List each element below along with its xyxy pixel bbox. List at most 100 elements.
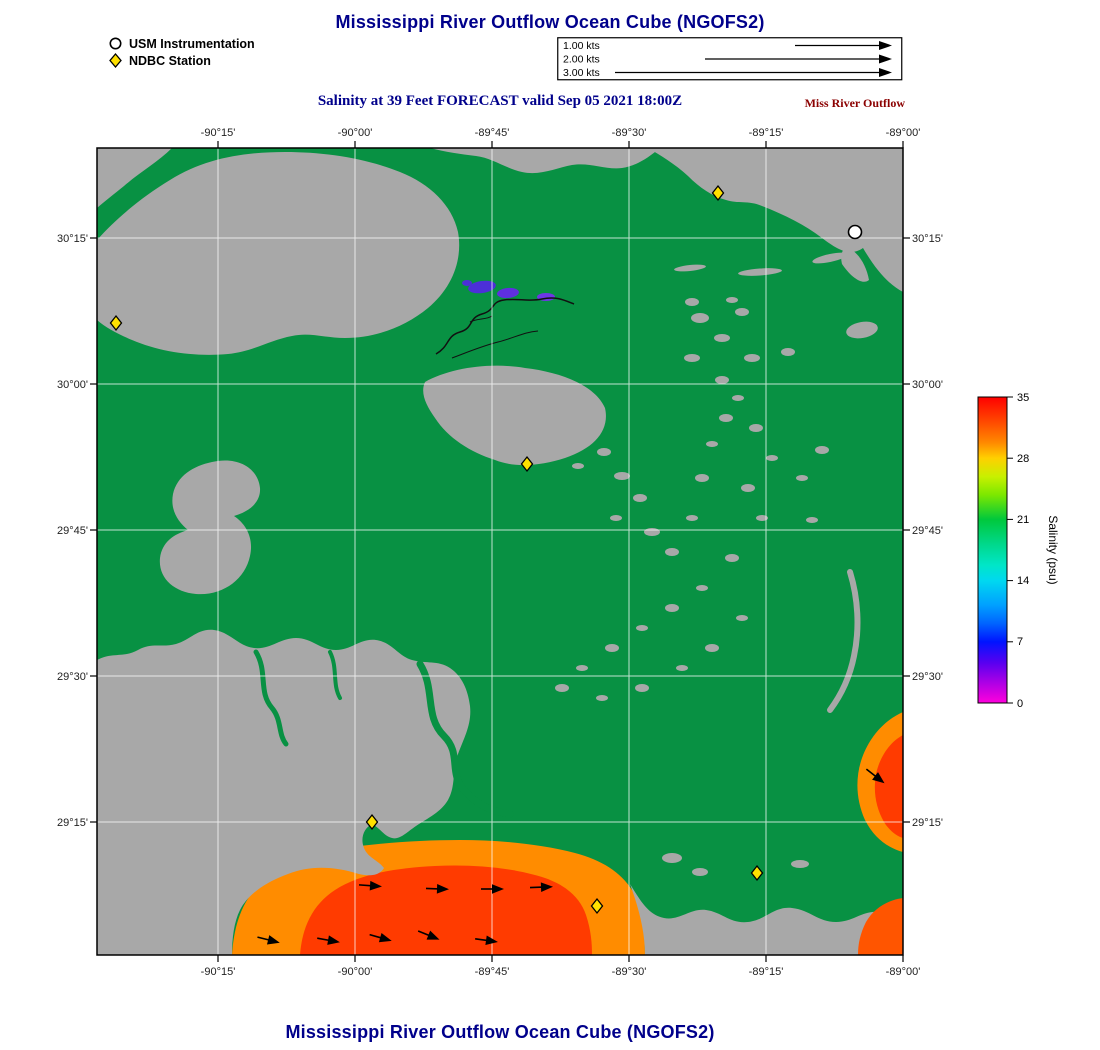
island [576, 665, 588, 671]
colorbar-gradient [977, 396, 1008, 704]
x-tick-label: -89°00' [886, 966, 921, 978]
colorbar-tick-label: 21 [1017, 514, 1029, 526]
island [696, 585, 708, 591]
island [510, 387, 530, 397]
colorbar-tick-label: 28 [1017, 453, 1029, 465]
y-tick-label: 30°00' [912, 379, 943, 391]
ndbc-station-marker [711, 184, 725, 202]
island [815, 446, 829, 454]
island [705, 644, 719, 652]
island [719, 414, 733, 422]
axis-ticks [90, 141, 910, 962]
scale-label-1kt: 1.00 kts [563, 40, 600, 52]
y-tick-label: 29°45' [912, 525, 943, 537]
gulf-intrusion-east-core [874, 735, 903, 838]
island [741, 484, 755, 492]
mississippi-river-channel [416, 660, 514, 818]
island [766, 455, 778, 461]
land-north-shore-strip [430, 148, 660, 174]
x-tick-label: -90°00' [338, 127, 373, 139]
scale-box-border [557, 37, 903, 81]
island [791, 860, 809, 868]
current-arrow [369, 933, 392, 943]
river-outline [469, 315, 493, 323]
ndbc-diamond-icon [109, 53, 122, 68]
usm-circle-icon [109, 37, 122, 50]
island [735, 308, 749, 316]
map-frame [96, 147, 904, 956]
island [756, 515, 768, 521]
barrier-island [812, 252, 848, 264]
island [665, 604, 679, 612]
island [614, 472, 630, 480]
legend-item-ndbc: NDBC Station [108, 52, 255, 69]
island [691, 313, 709, 323]
ndbc-station-marker [109, 314, 123, 332]
x-tick-label: -89°45' [475, 966, 510, 978]
current-arrow [475, 935, 498, 946]
x-axis-labels-bottom: -90°15' -90°00' -89°45' -89°30' -89°15' … [201, 966, 921, 978]
island [684, 354, 700, 362]
ndbc-station-marker [520, 455, 534, 473]
current-arrow [865, 768, 885, 784]
island [806, 517, 818, 523]
x-tick-label: -89°30' [612, 966, 647, 978]
high-salinity-gulf-water [232, 712, 903, 955]
ndbc-station-marker [750, 864, 764, 882]
island [725, 554, 739, 562]
legend-label-ndbc: NDBC Station [129, 53, 211, 68]
island [555, 684, 569, 692]
land-peninsula-east [841, 246, 869, 282]
x-tick-label: -89°00' [886, 127, 921, 139]
station-markers [109, 184, 863, 915]
land-masses [97, 148, 903, 955]
island [715, 376, 729, 384]
y-axis-labels-left: 30°15' 30°00' 29°45' 29°30' 29°15' [57, 233, 88, 829]
x-axis-labels-top: -90°15' -90°00' -89°45' -89°30' -89°15' … [201, 127, 921, 139]
island [781, 348, 795, 356]
scale-label-2kt: 2.00 kts [563, 54, 600, 66]
colorbar-tick-label: 0 [1017, 698, 1023, 710]
river-coastline-detail [435, 297, 575, 359]
island [579, 423, 597, 433]
island [714, 334, 730, 342]
legend-item-usm: USM Instrumentation [108, 35, 255, 52]
x-tick-label: -89°30' [612, 127, 647, 139]
x-tick-label: -90°00' [338, 966, 373, 978]
island [633, 494, 647, 502]
colorbar-tick-label: 14 [1017, 575, 1029, 587]
island [676, 665, 688, 671]
current-arrow [358, 880, 382, 891]
island [559, 394, 573, 402]
land-central-marsh [423, 365, 606, 466]
plot-subtitle: Salinity at 39 Feet FORECAST valid Sep 0… [317, 93, 683, 109]
land-northeast-coast [648, 148, 903, 292]
y-tick-label: 30°00' [57, 379, 88, 391]
scale-arrowhead-3kt [879, 68, 892, 77]
island [726, 297, 738, 303]
x-tick-label: -89°15' [749, 127, 784, 139]
island [537, 408, 553, 416]
island [572, 463, 584, 469]
colorbar-ticks [1007, 396, 1013, 704]
y-tick-label: 29°30' [57, 671, 88, 683]
current-arrow [417, 930, 440, 940]
island [665, 548, 679, 556]
land-northwest-corner [97, 148, 172, 208]
island [635, 684, 649, 692]
river-outline [451, 330, 539, 359]
y-tick-label: 29°30' [912, 671, 943, 683]
plume-patch [497, 287, 519, 299]
colorbar-title: Salinity (psu) [1046, 515, 1060, 584]
current-vector-arrows [257, 768, 885, 946]
current-arrow [529, 882, 553, 892]
y-tick-label: 29°15' [57, 817, 88, 829]
current-arrow [317, 935, 340, 945]
island [749, 424, 763, 432]
watermark-label: Miss River Outflow [804, 96, 905, 110]
barrier-island [738, 268, 782, 276]
ndbc-station-marker [590, 897, 604, 915]
colorbar: 35 28 21 14 7 0 Salinity (psu) [977, 392, 1060, 710]
island [686, 515, 698, 521]
island [610, 515, 622, 521]
